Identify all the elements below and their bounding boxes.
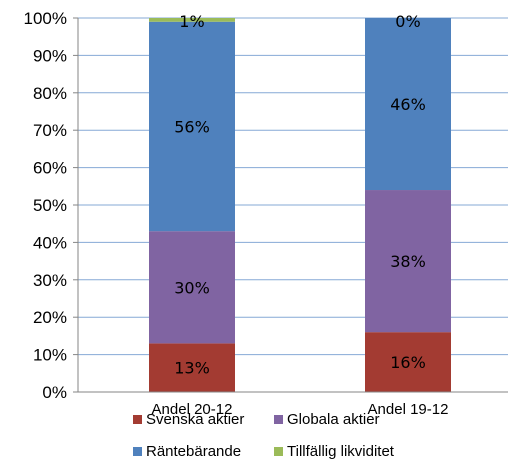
data-label: 56% xyxy=(174,117,210,136)
data-label: 0% xyxy=(395,12,420,31)
legend-item: Räntebärande xyxy=(133,443,241,460)
legend-item: Globala aktier xyxy=(274,411,380,428)
legend-label: Tillfällig likviditet xyxy=(287,443,395,460)
x-category-label: Andel 19-12 xyxy=(368,401,449,418)
legend-item: Svenska aktier xyxy=(133,411,244,428)
y-tick-label: 20% xyxy=(33,308,67,327)
legend-swatch xyxy=(133,447,142,456)
y-tick-label: 90% xyxy=(33,46,67,65)
legend-swatch xyxy=(133,415,142,424)
bar-segment xyxy=(365,190,451,333)
data-labels: 13% 30% 56% 1% 16% 38% 46% 0% xyxy=(174,12,426,378)
y-tick-label: 50% xyxy=(33,196,67,215)
bar-stacks xyxy=(149,18,451,392)
legend-swatch xyxy=(274,447,283,456)
y-axis-tick-labels: 0% 10% 20% 30% 40% 50% 60% 70% 80% 90% 100% xyxy=(24,9,67,402)
y-tick-label: 70% xyxy=(33,121,67,140)
data-label: 13% xyxy=(174,359,210,378)
data-label: 16% xyxy=(390,353,426,372)
bar-segment xyxy=(149,343,235,392)
legend-label: Räntebärande xyxy=(146,443,241,460)
legend-swatch xyxy=(274,415,283,424)
data-label: 38% xyxy=(390,252,426,271)
legend-label: Svenska aktier xyxy=(146,411,244,428)
data-label: 1% xyxy=(179,12,204,31)
data-label: 30% xyxy=(174,278,210,297)
y-tick-label: 0% xyxy=(42,383,67,402)
data-label: 46% xyxy=(390,95,426,114)
bar-segment xyxy=(365,332,451,392)
y-tick-label: 60% xyxy=(33,159,67,178)
axes xyxy=(73,17,508,393)
y-tick-label: 40% xyxy=(33,233,67,252)
bar-segment xyxy=(149,21,235,232)
y-tick-label: 80% xyxy=(33,84,67,103)
bar-segment xyxy=(365,18,451,191)
x-category-label: Andel 20-12 xyxy=(152,401,233,418)
bar-segment xyxy=(149,18,235,22)
y-tick-label: 10% xyxy=(33,346,67,365)
legend: Svenska aktier Globala aktier Räntebärande… xyxy=(133,411,395,460)
bar-segment xyxy=(149,231,235,344)
y-tick-label: 100% xyxy=(24,9,67,28)
legend-label: Globala aktier xyxy=(287,411,380,428)
legend-item: Tillfällig likviditet xyxy=(274,443,395,460)
x-axis-category-labels: Andel 20-12 Andel 19-12 xyxy=(152,401,449,418)
y-tick-label: 30% xyxy=(33,271,67,290)
